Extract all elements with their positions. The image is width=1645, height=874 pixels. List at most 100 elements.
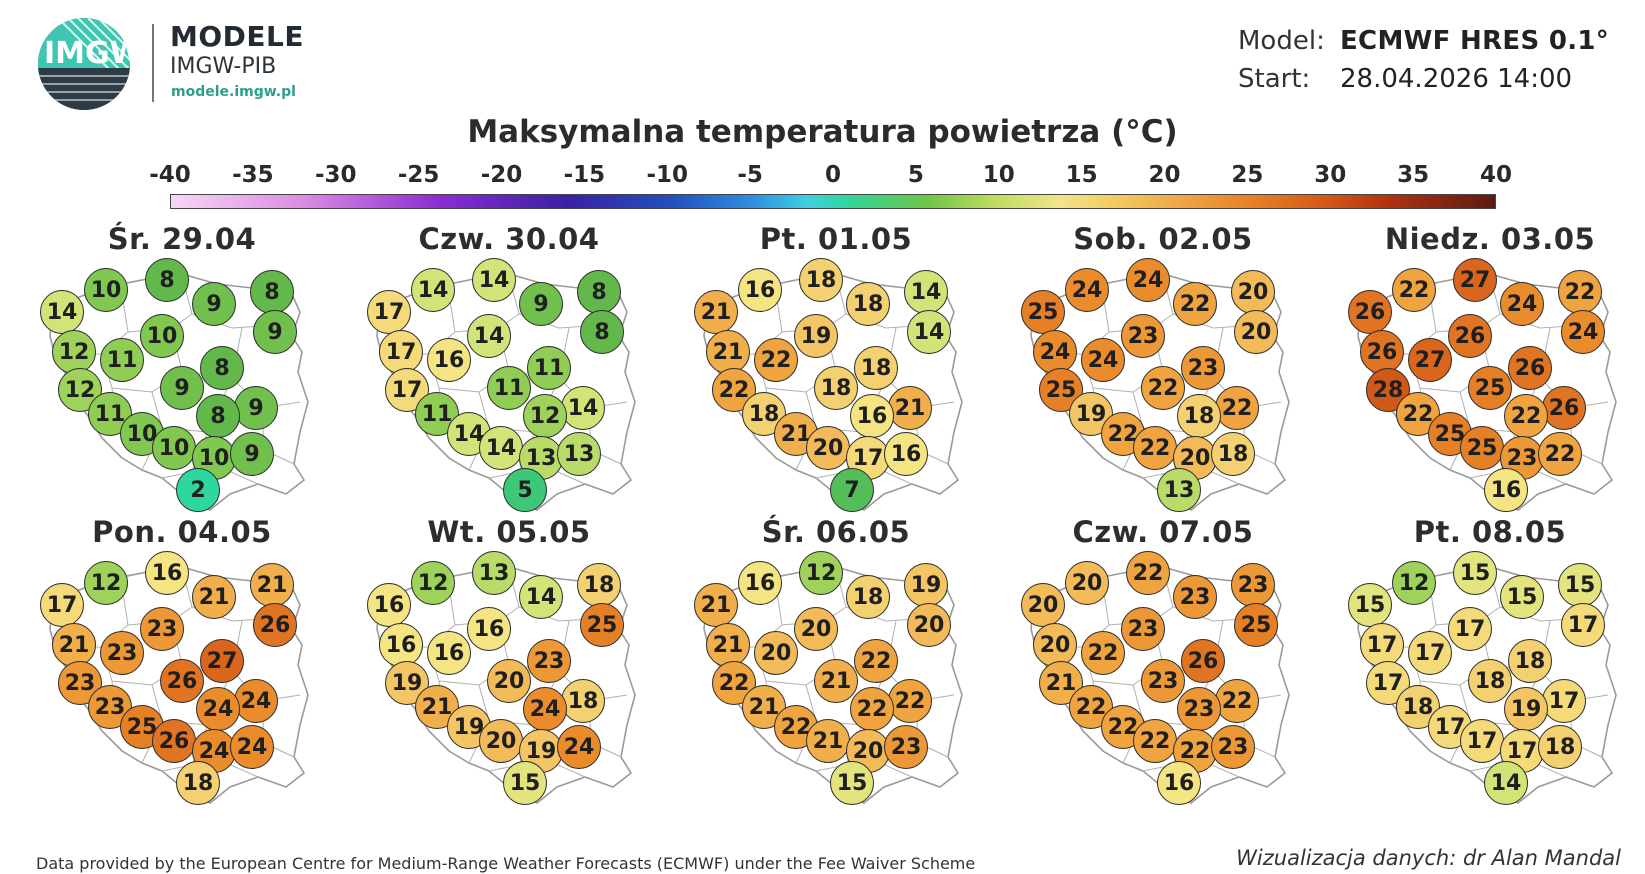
temperature-marker: 20 (487, 659, 531, 703)
temperature-marker: 20 (1033, 623, 1077, 667)
temperature-marker: 20 (794, 607, 838, 651)
temperature-marker: 27 (200, 639, 244, 683)
temperature-marker: 27 (1408, 338, 1452, 382)
temperature-marker: 21 (52, 623, 96, 667)
temperature-marker: 11 (527, 346, 571, 390)
temperature-marker: 13 (519, 436, 563, 480)
temperature-marker: 13 (1157, 468, 1201, 512)
temperature-marker: 25 (1021, 290, 1065, 334)
scale-tick-label: -25 (397, 162, 440, 188)
temperature-marker: 23 (1211, 725, 1255, 769)
temperature-marker: 16 (884, 432, 928, 476)
temperature-marker: 23 (1231, 563, 1275, 607)
forecast-panel: Pt. 01.05 16 18 14 21 18 14 19 21 22 18 22 18 21 18 16 2… (686, 222, 986, 522)
scale-tick-label: 30 (1314, 162, 1347, 188)
temperature-marker: 22 (1392, 268, 1436, 312)
temperature-marker: 22 (888, 679, 932, 723)
temperature-marker: 8 (580, 310, 624, 354)
temperature-marker: 22 (1133, 719, 1177, 763)
forecast-panel: Czw. 30.04 14 14 8 17 9 8 14 17 16 11 17 11 14 11 12 14 1… (359, 222, 659, 522)
temperature-marker: 20 (479, 719, 523, 763)
temperature-marker: 21 (806, 719, 850, 763)
temperature-marker: 26 (1348, 290, 1392, 334)
temperature-marker: 22 (1126, 551, 1170, 595)
temperature-marker: 2 (176, 468, 220, 512)
temperature-marker: 21 (888, 386, 932, 430)
temperature-marker: 16 (367, 583, 411, 627)
temperature-marker: 26 (160, 659, 204, 703)
temperature-marker: 23 (1177, 687, 1221, 731)
scale-tick-label: 35 (1397, 162, 1430, 188)
temperature-marker: 9 (192, 282, 236, 326)
temperature-marker: 22 (1215, 679, 1259, 723)
temperature-marker: 20 (754, 631, 798, 675)
temperature-marker: 22 (1504, 394, 1548, 438)
day-title: Niedz. 03.05 (1384, 222, 1596, 256)
day-title: Śr. 29.04 (107, 222, 257, 256)
temperature-marker: 23 (1173, 575, 1217, 619)
temperature-marker: 22 (1133, 426, 1177, 470)
forecast-panel: Śr. 06.05 16 12 19 21 18 20 20 21 20 22 22 21 22 21 22 2… (686, 515, 986, 815)
temperature-marker: 14 (479, 426, 523, 470)
temperature-marker: 22 (1538, 432, 1582, 476)
temperature-marker: 14 (904, 270, 948, 314)
temperature-marker: 15 (1500, 575, 1544, 619)
temperature-marker: 16 (379, 623, 423, 667)
temperature-marker: 18 (176, 761, 220, 805)
temperature-marker: 20 (1234, 310, 1278, 354)
brand-url[interactable]: modele.imgw.pl (171, 84, 296, 100)
temperature-marker: 23 (1141, 659, 1185, 703)
temperature-marker: 8 (196, 394, 240, 438)
temperature-marker: 17 (1542, 679, 1586, 723)
scale-tick-label: -10 (646, 162, 689, 188)
temperature-marker: 24 (1126, 258, 1170, 302)
temperature-marker: 20 (1231, 270, 1275, 314)
temperature-marker: 22 (1173, 729, 1217, 773)
temperature-marker: 25 (1460, 426, 1504, 470)
temperature-marker: 9 (160, 366, 204, 410)
scale-tick-label: -40 (149, 162, 191, 188)
temperature-marker: 22 (1081, 631, 1125, 675)
temperature-marker: 12 (523, 394, 567, 438)
temperature-marker: 14 (1484, 761, 1528, 805)
temperature-marker: 14 (472, 258, 516, 302)
scale-tick-label: -15 (563, 162, 606, 188)
temperature-marker: 9 (230, 432, 274, 476)
logo-divider (152, 24, 154, 102)
temperature-marker: 12 (58, 368, 102, 412)
scale-tick-label: -5 (737, 162, 763, 188)
temperature-marker: 21 (706, 330, 750, 374)
temperature-marker: 22 (854, 639, 898, 683)
temperature-marker: 17 (1561, 603, 1605, 647)
forecast-panel: Pt. 08.05 12 15 15 15 15 17 17 17 17 18 17 18 17 18 19 1… (1340, 515, 1640, 815)
temperature-marker: 22 (1396, 392, 1440, 436)
scale-tick-label: 5 (907, 162, 924, 188)
temperature-marker: 18 (846, 282, 890, 326)
temperature-marker: 18 (1468, 659, 1512, 703)
temperature-marker: 17 (40, 583, 84, 627)
temperature-marker: 24 (234, 679, 278, 723)
temperature-marker: 25 (1468, 366, 1512, 410)
temperature-marker: 25 (580, 603, 624, 647)
temperature-marker: 17 (1408, 631, 1452, 675)
temperature-marker: 26 (1542, 386, 1586, 430)
temperature-marker: 16 (427, 338, 471, 382)
temperature-marker: 17 (367, 290, 411, 334)
temperature-marker: 24 (557, 725, 601, 769)
data-credit: Data provided by the European Centre for… (36, 854, 976, 873)
temperature-marker: 14 (40, 290, 84, 334)
temperature-marker: 20 (1065, 561, 1109, 605)
temperature-marker: 18 (814, 366, 858, 410)
temperature-marker: 26 (1508, 346, 1552, 390)
temperature-marker: 13 (557, 432, 601, 476)
temperature-marker: 26 (1360, 330, 1404, 374)
temperature-marker: 9 (519, 282, 563, 326)
temperature-marker: 12 (84, 561, 128, 605)
temperature-marker: 17 (1366, 661, 1410, 705)
temperature-marker: 20 (806, 426, 850, 470)
temperature-marker: 24 (1081, 338, 1125, 382)
temperature-marker: 18 (1538, 725, 1582, 769)
temperature-marker: 23 (1500, 436, 1544, 480)
temperature-marker: 10 (140, 314, 184, 358)
temperature-marker: 10 (192, 436, 236, 480)
